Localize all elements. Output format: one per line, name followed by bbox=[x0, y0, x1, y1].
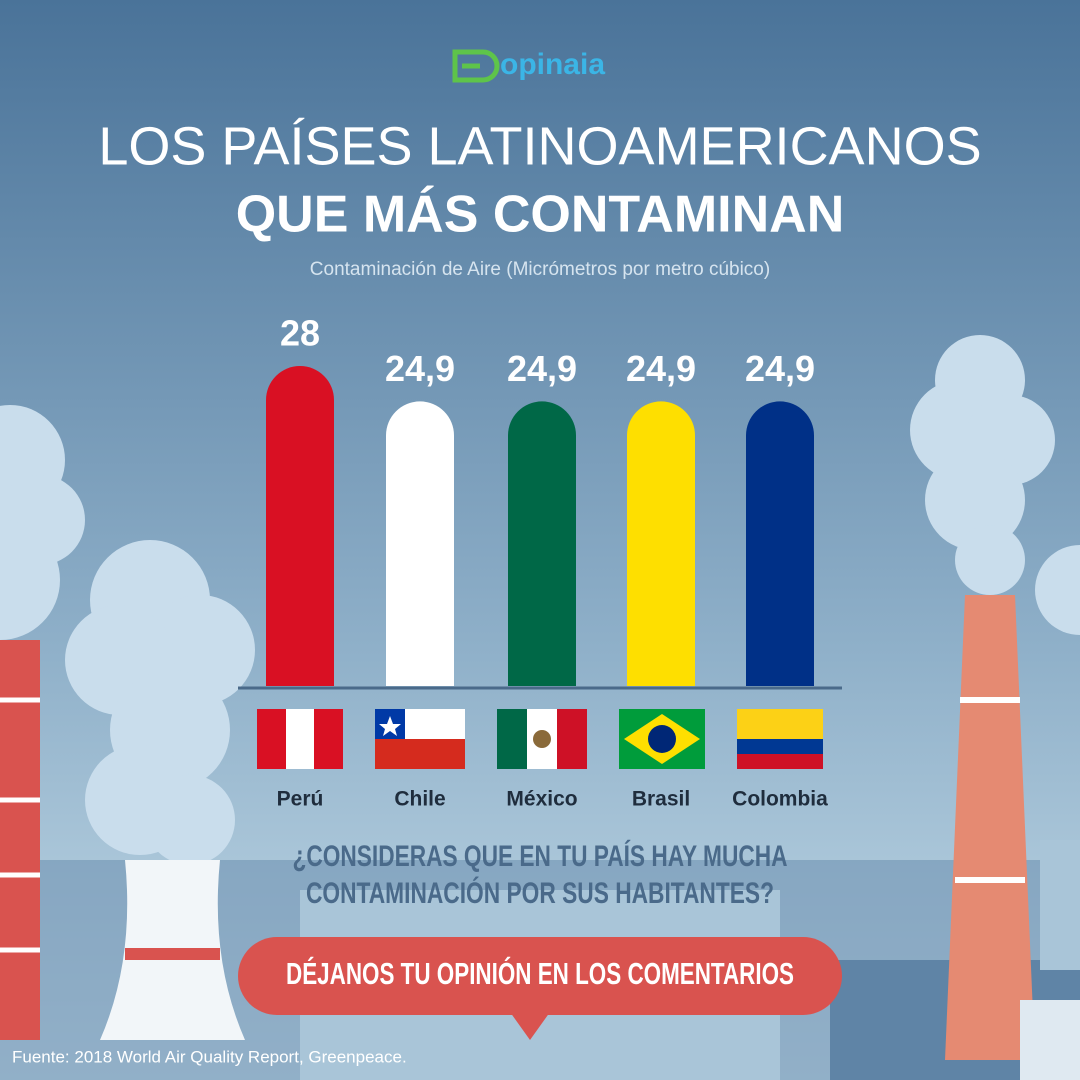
subtitle: Contaminación de Aire (Micrómetros por m… bbox=[310, 259, 770, 280]
bar bbox=[746, 401, 814, 686]
category-label: Perú bbox=[277, 788, 324, 811]
cta-bubble bbox=[238, 937, 842, 1040]
category-label: Chile bbox=[394, 788, 445, 811]
category-label: Brasil bbox=[632, 788, 690, 811]
bar bbox=[266, 366, 334, 686]
source: Fuente: 2018 World Air Quality Report, G… bbox=[12, 1047, 407, 1066]
category-label: Colombia bbox=[732, 788, 828, 811]
value-label: 24,9 bbox=[507, 348, 577, 389]
bar bbox=[627, 401, 695, 686]
value-label: 24,9 bbox=[745, 348, 815, 389]
value-label: 24,9 bbox=[385, 348, 455, 389]
logo: opinaia bbox=[452, 48, 605, 83]
title-line: LOS PAÍSES LATINOAMERICANOS bbox=[98, 116, 981, 176]
cta: DÉJANOS TU OPINIÓN EN LOS COMENTARIOS bbox=[286, 955, 794, 991]
category-label: México bbox=[506, 788, 577, 811]
brand: opinaia bbox=[500, 48, 605, 81]
bar bbox=[508, 401, 576, 686]
value-label: 24,9 bbox=[626, 348, 696, 389]
bar bbox=[386, 401, 454, 686]
title-line: QUE MÁS CONTAMINAN bbox=[236, 186, 845, 244]
value-label: 28 bbox=[280, 313, 320, 354]
question-line: ¿CONSIDERAS QUE EN TU PAÍS HAY MUCHA bbox=[293, 839, 788, 873]
question-line: CONTAMINACIÓN POR SUS HABITANTES? bbox=[306, 876, 774, 910]
flags bbox=[257, 709, 823, 769]
